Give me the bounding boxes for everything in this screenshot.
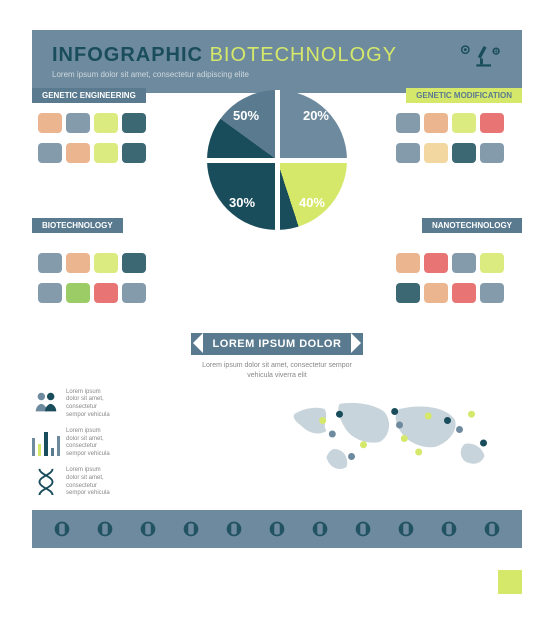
bottom-stats-row: Lorem ipsum dolor sit amet, consectetur …: [32, 389, 522, 499]
micro-icon: [137, 518, 159, 540]
stat-text: Lorem ipsum dolor sit amet, consectetur …: [66, 389, 113, 420]
illustration-nanotechnology: [396, 245, 516, 325]
tube-icon: [94, 518, 116, 540]
world-map: [277, 389, 522, 499]
illustration-genetic-engineering: [38, 105, 158, 185]
illustration-biotechnology: [38, 245, 158, 325]
lab-icon: [309, 518, 331, 540]
dna-icon: [32, 467, 60, 495]
heart-icon: [180, 518, 202, 540]
stat-dna: Lorem ipsum dolor sit amet, consectetur …: [32, 467, 113, 498]
center-ribbon-wrap: LOREM IPSUM DOLOR: [32, 333, 522, 355]
people-icon: [32, 389, 60, 417]
title-suffix: BIOTECHNOLOGY: [210, 44, 397, 66]
center-ribbon: LOREM IPSUM DOLOR: [191, 333, 364, 355]
dna-icon: [51, 518, 73, 540]
bar-chart-icon: [32, 428, 60, 456]
pie-chart: 50%20%30%40%: [207, 90, 347, 230]
flask-icon: [481, 518, 503, 540]
header-subtitle: Lorem ipsum dolor sit amet, consectetur …: [52, 70, 502, 79]
stat-bars: Lorem ipsum dolor sit amet, consectetur …: [32, 428, 113, 459]
pill-icon: [223, 518, 245, 540]
stat-people: Lorem ipsum dolor sit amet, consectetur …: [32, 389, 113, 420]
stat-text: Lorem ipsum dolor sit amet, consectetur …: [66, 467, 113, 498]
world-map-svg: [277, 389, 522, 479]
eye-icon: [395, 518, 417, 540]
microscope-icon: [458, 42, 502, 77]
center-text: Lorem ipsum dolor sit amet, consectetur …: [192, 361, 362, 381]
stat-text: Lorem ipsum dolor sit amet, consectetur …: [66, 428, 113, 459]
header-banner: INFOGRAPHIC BIOTECHNOLOGY Lorem ipsum do…: [32, 30, 522, 93]
title-prefix: INFOGRAPHIC: [52, 44, 203, 66]
illustration-genetic-modification: [396, 105, 516, 185]
footer-icon-strip: [32, 510, 522, 548]
infographic-container: INFOGRAPHIC BIOTECHNOLOGY Lorem ipsum do…: [32, 30, 522, 570]
molecule-icon: [266, 518, 288, 540]
hand-icon: [352, 518, 374, 540]
header-title: INFOGRAPHIC BIOTECHNOLOGY: [52, 44, 502, 67]
corner-fold: [498, 570, 522, 594]
cell-icon: [438, 518, 460, 540]
